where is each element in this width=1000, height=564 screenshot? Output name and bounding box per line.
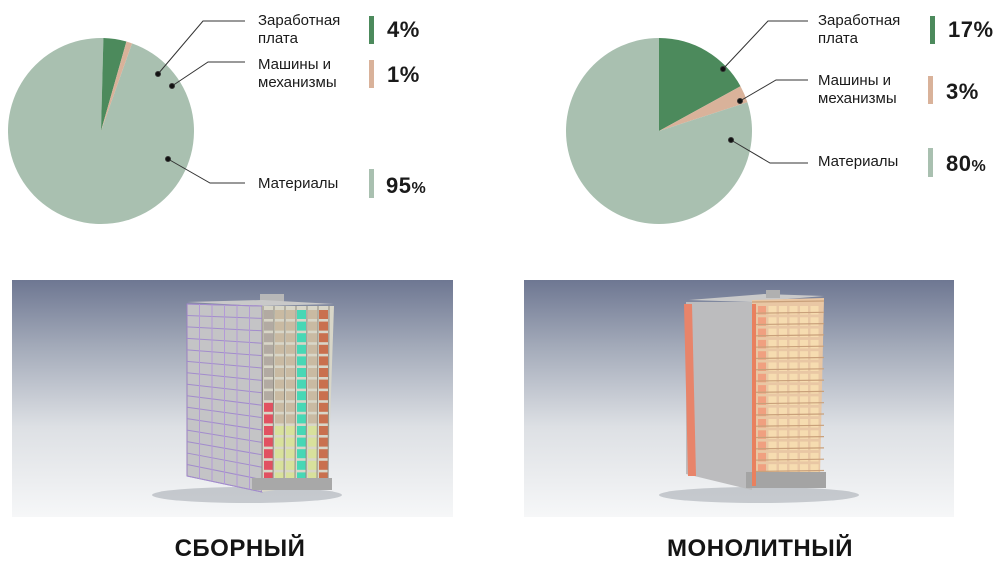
pie-slice-materials [8, 38, 194, 224]
legend-value-materials-right: 80% [946, 151, 986, 177]
pie-chart-monolithic [566, 38, 752, 224]
caption-monolithic: МОНОЛИТНЫЙ [630, 535, 890, 563]
building-panel-monolithic [524, 280, 954, 517]
leader-line-machines-right [740, 80, 808, 101]
legend-value-materials-left: 95% [386, 173, 426, 199]
building-panel-prefab [12, 280, 453, 517]
legend-value-machines-left: 1% [387, 62, 420, 88]
legend-label-materials-right: Материалы [818, 153, 898, 171]
legend-swatch-salary-right [930, 16, 935, 44]
caption-prefab: СБОРНЫЙ [130, 535, 350, 563]
legend-value-salary-left: 4% [387, 17, 420, 43]
legend-swatch-machines-left [369, 60, 374, 88]
legend-value-salary-right: 17% [948, 17, 994, 43]
pie-chart-prefab [8, 38, 194, 224]
legend-label-machines-left: Машины и механизмы [258, 56, 337, 92]
legend-swatch-salary-left [369, 16, 374, 44]
legend-label-salary-right: Заработная плата [818, 12, 900, 48]
monolithic-building-illustration [524, 280, 954, 517]
prefab-building-illustration [12, 280, 453, 517]
legend-swatch-machines-right [928, 76, 933, 104]
leader-line-salary-right [723, 21, 808, 69]
leader-line-machines-left [172, 62, 245, 86]
legend-swatch-materials-left [369, 169, 374, 198]
legend-value-machines-right: 3% [946, 79, 979, 105]
legend-swatch-materials-right [928, 148, 933, 177]
legend-label-machines-right: Машины и механизмы [818, 72, 897, 108]
legend-label-materials-left: Материалы [258, 175, 338, 193]
legend-label-salary-left: Заработная плата [258, 12, 340, 48]
